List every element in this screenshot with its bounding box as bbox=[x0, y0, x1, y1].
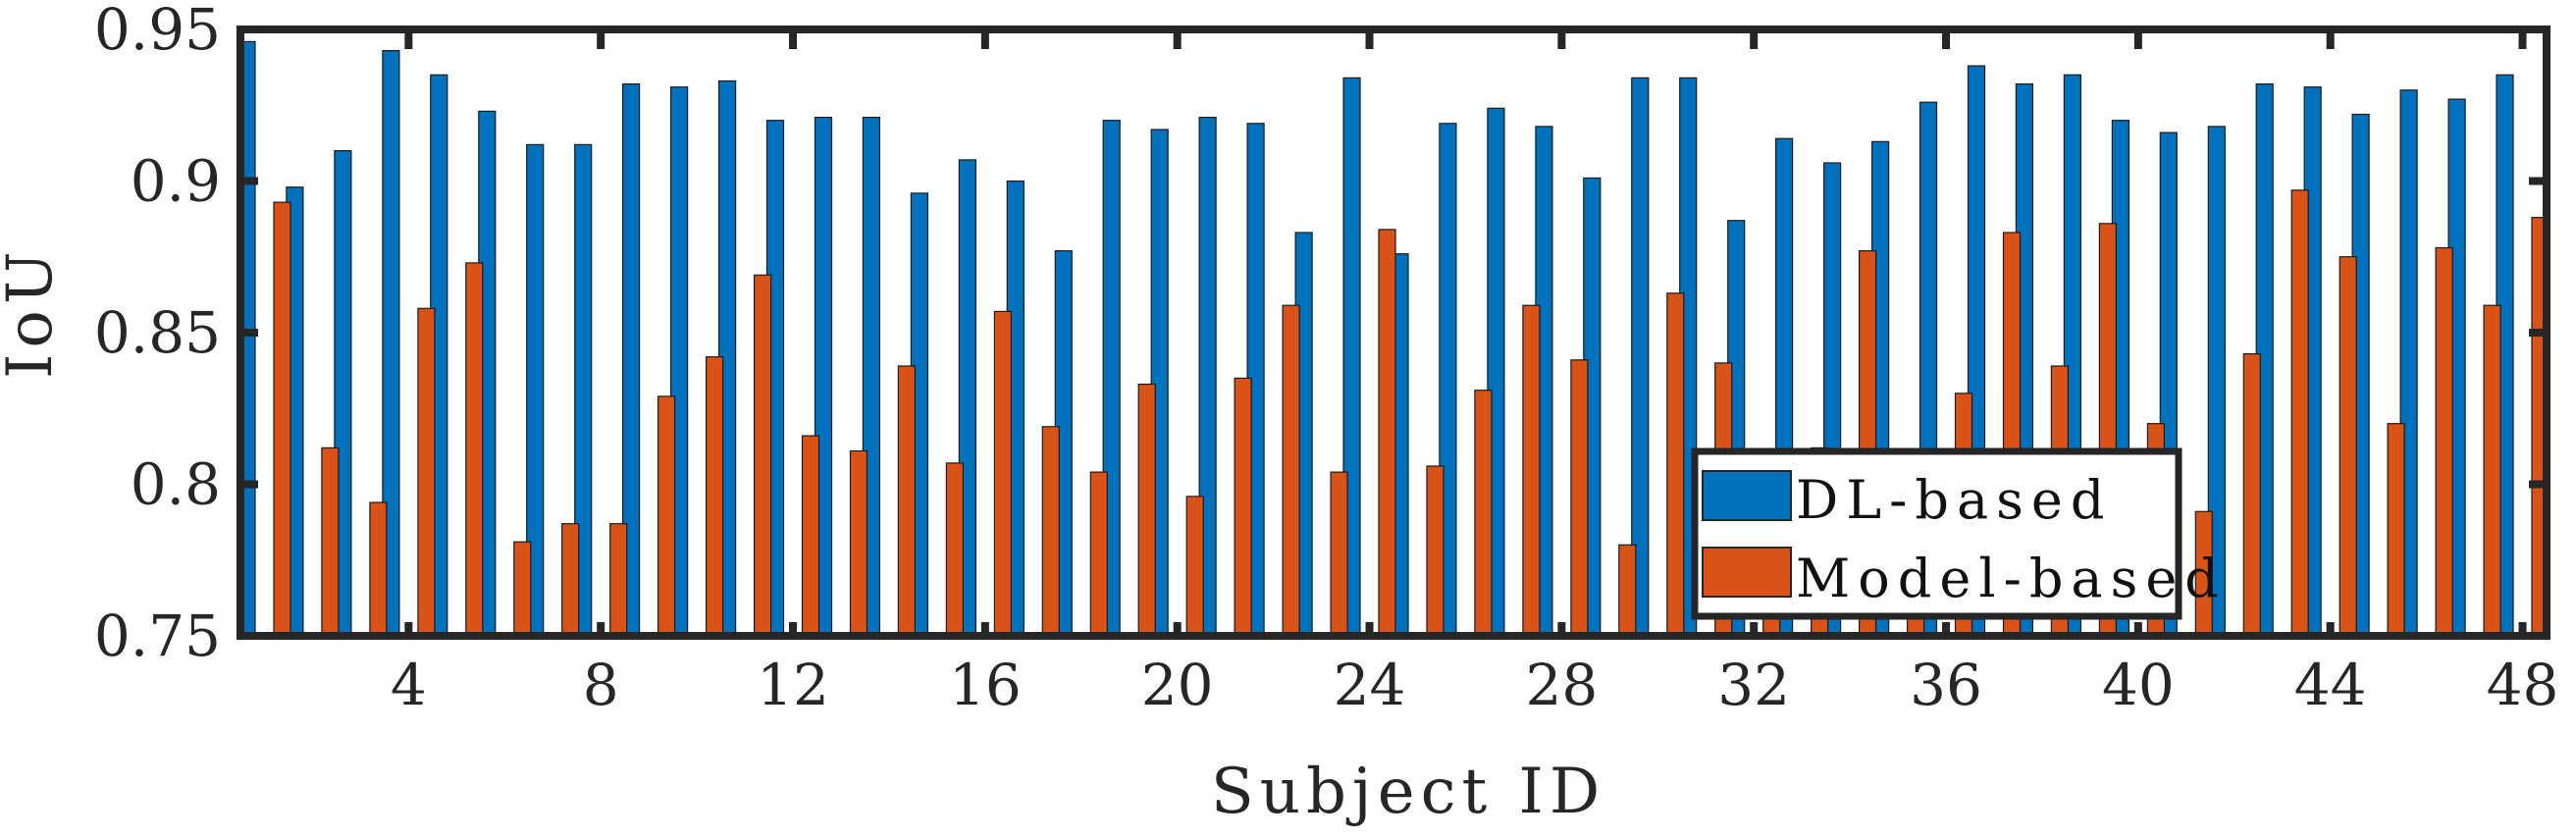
bar-model-based-21 bbox=[1234, 377, 1252, 637]
x-tick-label: 44 bbox=[2294, 652, 2367, 718]
bar-model-based-15 bbox=[945, 462, 965, 637]
x-tick-label: 16 bbox=[949, 652, 1022, 718]
x-tick-label: 12 bbox=[757, 652, 829, 718]
x-axis-ticks: 4 8 12 16 20 24 28 32 36 40 44 48 bbox=[391, 29, 2559, 718]
bar-model-based-25 bbox=[1426, 465, 1445, 637]
x-tick-label: 4 bbox=[391, 652, 427, 718]
bar-model-based-6 bbox=[513, 541, 532, 637]
bar-model-based-7 bbox=[561, 523, 580, 637]
bar-model-based-13 bbox=[849, 449, 868, 637]
x-tick-label: 28 bbox=[1525, 652, 1598, 718]
bar-model-based-26 bbox=[1474, 390, 1493, 637]
bar-model-based-19 bbox=[1137, 383, 1156, 637]
bar-model-based-30 bbox=[1666, 292, 1685, 637]
y-tick-label: 0.85 bbox=[94, 299, 221, 366]
bar-model-based-1 bbox=[273, 201, 291, 637]
bar-model-based-5 bbox=[465, 262, 484, 637]
legend-label-model-based: Model-based bbox=[1796, 548, 2227, 609]
x-tick-label: 32 bbox=[1717, 652, 1790, 718]
bar-model-based-22 bbox=[1282, 304, 1300, 637]
legend: DL-based Model-based bbox=[1691, 447, 2227, 620]
bar-model-based-14 bbox=[897, 365, 917, 637]
bar-model-based-20 bbox=[1185, 496, 1204, 637]
bar-model-based-24 bbox=[1378, 229, 1396, 637]
bar-model-based-47 bbox=[2483, 304, 2501, 637]
x-tick-label: 48 bbox=[2487, 652, 2559, 718]
bar-model-based-46 bbox=[2435, 246, 2453, 637]
bar-model-based-10 bbox=[705, 356, 724, 637]
x-tick-label: 36 bbox=[1910, 652, 1982, 718]
bar-model-based-3 bbox=[369, 501, 388, 637]
y-tick-label: 0.8 bbox=[131, 451, 221, 518]
y-axis-title: IoU bbox=[0, 245, 67, 379]
legend-label-dl-based: DL-based bbox=[1796, 469, 2112, 531]
bar-model-based-11 bbox=[753, 274, 772, 637]
bar-model-based-2 bbox=[321, 446, 340, 637]
bar-model-based-43 bbox=[2290, 189, 2309, 637]
legend-swatch-dl-based bbox=[1702, 470, 1792, 521]
bar-model-based-4 bbox=[417, 307, 436, 637]
bar-model-based-27 bbox=[1522, 304, 1541, 637]
y-tick-label: 0.9 bbox=[131, 148, 221, 215]
x-axis-title: Subject ID bbox=[1211, 756, 1605, 828]
y-axis-ticks: 0.75 0.8 0.85 0.9 0.95 bbox=[94, 0, 2547, 669]
bar-model-based-17 bbox=[1041, 426, 1060, 637]
bar-model-based-12 bbox=[801, 435, 820, 637]
x-tick-label: 24 bbox=[1334, 652, 1406, 718]
x-tick-label: 20 bbox=[1141, 652, 1214, 718]
y-tick-label: 0.75 bbox=[94, 603, 221, 669]
bar-model-based-23 bbox=[1330, 471, 1348, 637]
bar-model-based-16 bbox=[993, 310, 1013, 637]
bar-model-based-9 bbox=[657, 395, 676, 637]
bar-model-based-28 bbox=[1570, 359, 1589, 637]
bar-model-based-29 bbox=[1618, 544, 1637, 637]
bar-model-based-18 bbox=[1089, 471, 1108, 637]
bar-model-based-42 bbox=[2242, 353, 2261, 637]
legend-swatch-model-based bbox=[1702, 547, 1792, 598]
bar-model-based-8 bbox=[609, 523, 628, 637]
bar-model-based-45 bbox=[2387, 423, 2405, 637]
y-tick-label: 0.95 bbox=[94, 0, 221, 63]
x-tick-label: 40 bbox=[2102, 652, 2175, 718]
bar-model-based-44 bbox=[2339, 256, 2357, 637]
x-tick-label: 8 bbox=[583, 652, 619, 718]
